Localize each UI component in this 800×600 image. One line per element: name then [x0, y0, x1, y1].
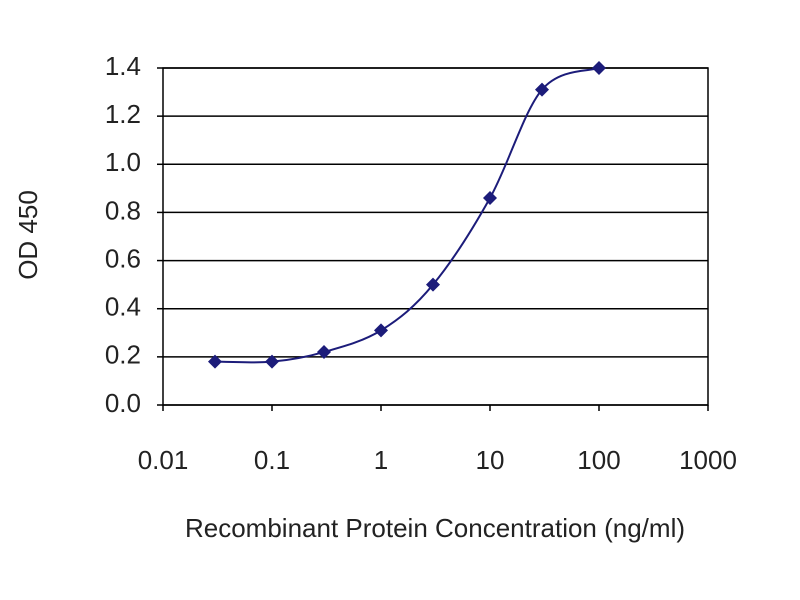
y-tick-label: 1.0: [105, 147, 141, 177]
data-point: [535, 82, 550, 97]
y-tick-label: 1.4: [105, 51, 141, 81]
y-tick-label: 0.4: [105, 292, 141, 322]
y-tick-label: 0.0: [105, 388, 141, 418]
x-tick-label: 0.1: [254, 445, 290, 475]
data-point: [374, 323, 388, 338]
x-tick-label: 1: [374, 445, 388, 475]
x-tick-label: 100: [577, 445, 620, 475]
y-tick-label: 0.2: [105, 340, 141, 370]
plot-area: [162, 67, 709, 406]
data-point: [317, 345, 332, 360]
data-point: [265, 354, 279, 369]
x-tick-label: 10: [476, 445, 505, 475]
x-tick-label: 1000: [679, 445, 737, 475]
y-tick-label: 0.6: [105, 243, 141, 273]
x-tick-label: 0.01: [138, 445, 189, 475]
y-tick-label: 0.8: [105, 195, 141, 225]
data-point: [592, 61, 606, 75]
x-axis-title: Recombinant Protein Concentration (ng/ml…: [185, 513, 685, 543]
data-point: [208, 354, 223, 369]
data-point: [483, 190, 497, 205]
y-tick-label: 1.2: [105, 99, 141, 129]
y-axis-title: OD 450: [13, 190, 43, 280]
data-point: [426, 277, 441, 292]
